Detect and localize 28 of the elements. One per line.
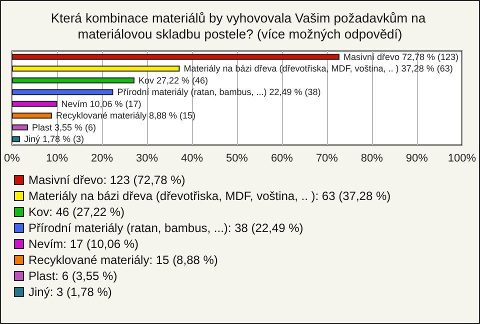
data-label: Nevím 10,06 % (17)	[61, 98, 142, 109]
data-label: Přírodní materiály (ratan, bambus, ...) 22,49 % (38)	[117, 87, 321, 98]
data-label: Kov 27,22 % (46)	[138, 75, 208, 86]
legend-label: Masivní dřevo: 123 (72,78 %)	[28, 173, 186, 187]
data-label: Jiný 1,78 % (3)	[24, 134, 84, 144]
legend-label: Přírodní materiály (ratan, bambus, ...): 38 (22,49 %)	[28, 221, 304, 235]
data-label: Masivní dřevo 72,78 % (123)	[343, 52, 459, 62]
legend-label: Recyklované materiály: 15 (8,88 %)	[28, 253, 218, 267]
legend-label: Jiný: 3 (1,78 %)	[28, 285, 112, 299]
x-tick-label: 40%	[180, 152, 204, 164]
data-label: Plast 3,55 % (6)	[32, 122, 96, 132]
x-tick-label: 90%	[406, 152, 428, 164]
data-label: Materiály na bázi dřeva (dřevotřiska, MDF, voština, .. ) 37,28 % (63)	[184, 64, 453, 74]
legend-label: Kov: 46 (27,22 %)	[28, 205, 125, 219]
x-tick-label: 80%	[360, 152, 384, 164]
x-tick-label: 50%	[226, 152, 248, 164]
legend-label: Plast: 6 (3,55 %)	[28, 269, 118, 283]
x-tick-label: 0%	[4, 152, 20, 164]
x-tick-label: 20%	[90, 152, 114, 164]
data-label: Recyklované materiály 8,88 % (15)	[56, 110, 196, 121]
x-tick-label: 60%	[270, 152, 294, 164]
x-tick-label: 10%	[46, 152, 68, 164]
chart-title: Která kombinace materiálů by vyhovovala Vašim požadavkům na materiálovou skladbu postele? (více možných odpovědí)	[50, 10, 430, 42]
legend-label: Nevím: 17 (10,06 %)	[28, 237, 139, 251]
legend-label: Materiály na bázi dřeva (dřevotřiska, MDF, voština, .. ): 63 (37,28 %)	[28, 189, 391, 203]
x-tick-label: 70%	[316, 152, 338, 164]
x-tick-label: 30%	[136, 152, 158, 164]
x-tick-label: 100%	[448, 152, 476, 164]
